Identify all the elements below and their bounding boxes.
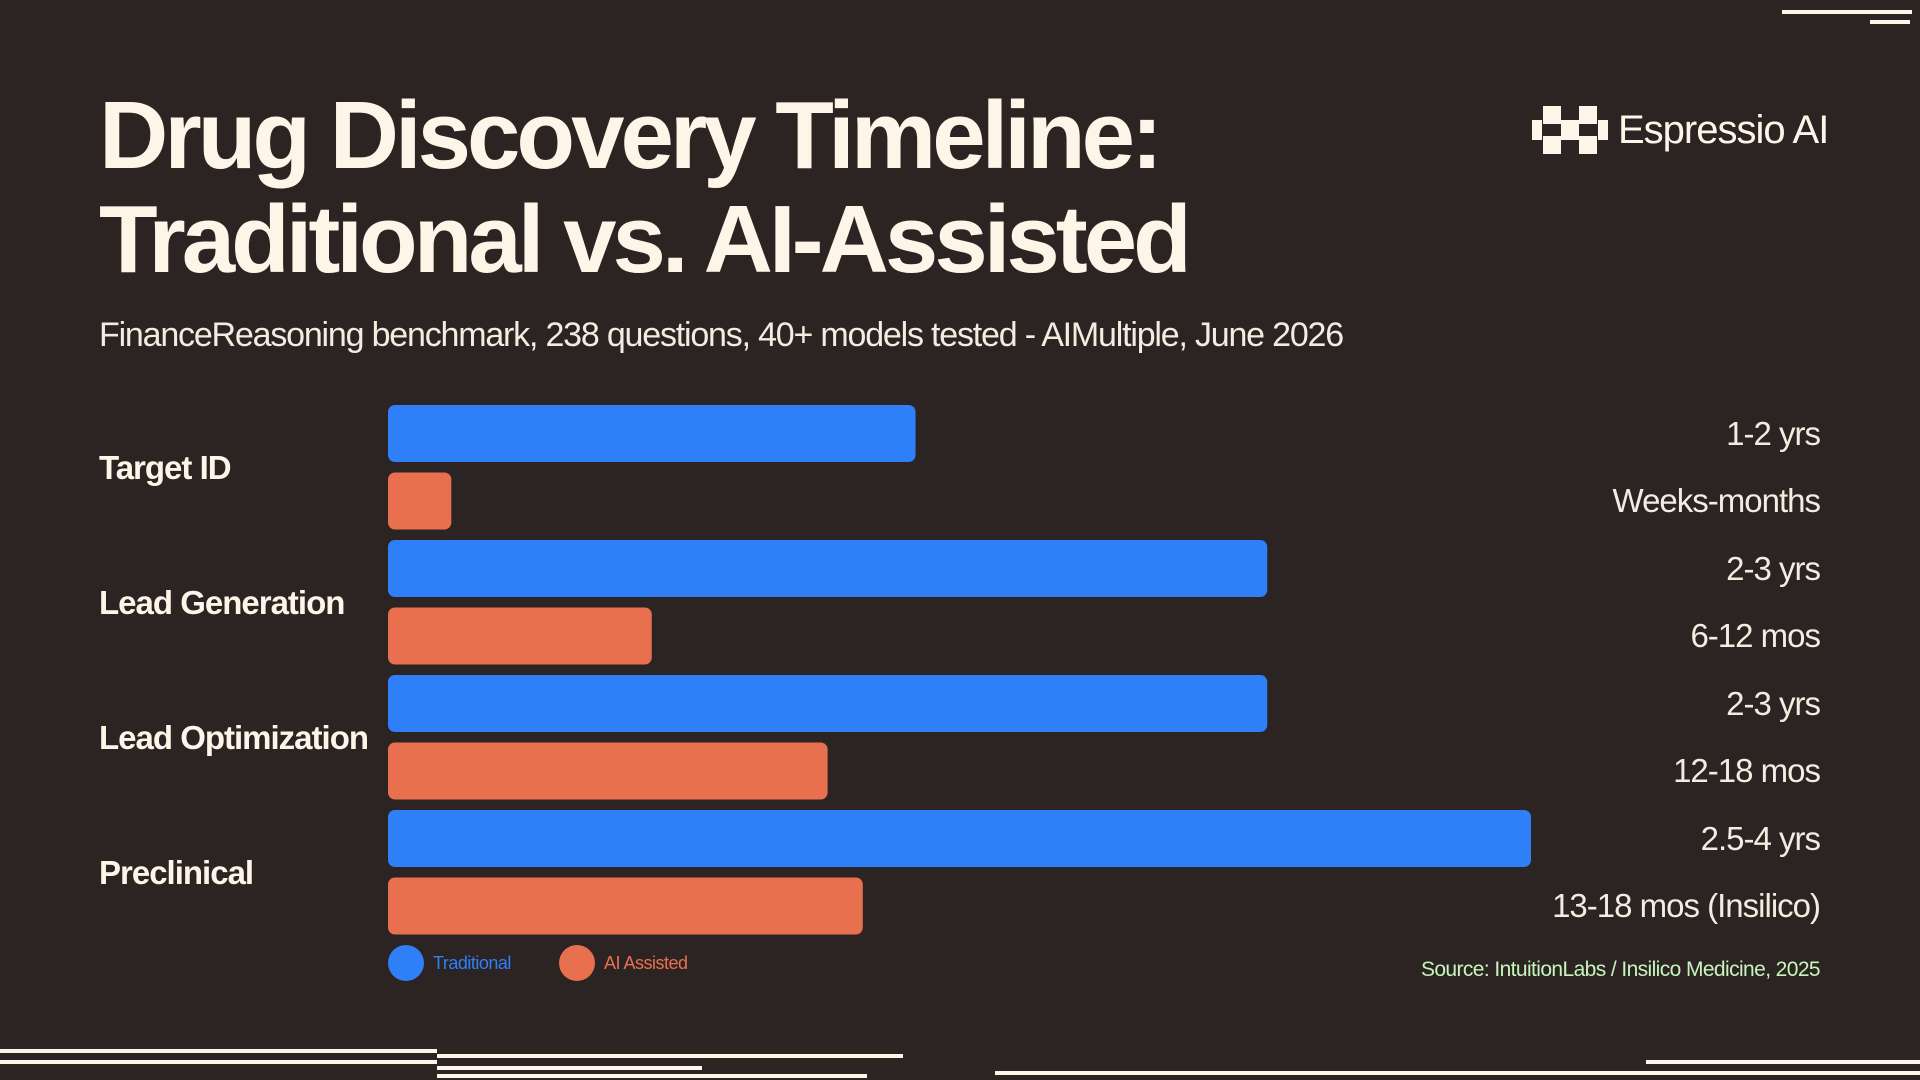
legend-swatch-ai-assisted xyxy=(559,945,595,981)
legend-item-ai-assisted: AI Assisted xyxy=(559,945,688,981)
brand-name: Espressio AI xyxy=(1618,107,1829,152)
bar-traditional-target-id xyxy=(388,405,916,462)
legend-swatch-traditional xyxy=(388,945,424,981)
title-line-1: Drug Discovery Timeline: xyxy=(99,82,1163,189)
title-line-2: Traditional vs. AI-Assisted xyxy=(99,186,1192,293)
chart-subtitle: FinanceReasoning benchmark, 238 question… xyxy=(99,316,1344,354)
decorative-line xyxy=(995,1071,1920,1075)
bar-ai-assisted-lead-generation xyxy=(388,607,652,665)
legend-item-traditional: Traditional xyxy=(388,945,511,981)
category-label: Lead Generation xyxy=(99,584,345,621)
bar-traditional-lead-optimization xyxy=(388,675,1268,732)
decorative-line xyxy=(437,1066,702,1070)
category-label: Target ID xyxy=(99,449,232,486)
source-note: Source: IntuitionLabs / Insilico Medicin… xyxy=(1420,958,1821,981)
legend-label-ai-assisted: AI Assisted xyxy=(604,952,688,973)
category-label: Preclinical xyxy=(99,854,254,891)
legend-label-traditional: Traditional xyxy=(433,952,511,973)
decorative-line xyxy=(0,1049,437,1053)
espressio-logo-icon xyxy=(1532,106,1608,154)
data-label: 12-18 mos xyxy=(1673,752,1821,789)
bar-ai-assisted-lead-optimization xyxy=(388,742,828,800)
chart-title: Drug Discovery Timeline: Traditional vs.… xyxy=(99,82,1192,293)
bar-traditional-lead-generation xyxy=(388,540,1268,597)
data-label: 1-2 yrs xyxy=(1726,415,1821,452)
bar-ai-assisted-target-id xyxy=(388,472,452,530)
data-label: 2.5-4 yrs xyxy=(1700,820,1821,857)
brand-logo: Espressio AI xyxy=(1532,100,1829,160)
data-label: 2-3 yrs xyxy=(1726,550,1821,587)
decorative-line xyxy=(1782,10,1912,14)
decorative-line xyxy=(1646,1060,1920,1064)
data-label: 6-12 mos xyxy=(1690,617,1821,654)
decorative-line xyxy=(437,1074,867,1078)
category-label: Lead Optimization xyxy=(99,719,369,756)
decorative-line xyxy=(1870,20,1910,24)
bar-traditional-preclinical xyxy=(388,810,1531,867)
data-label: 2-3 yrs xyxy=(1726,685,1821,722)
data-label: Weeks-months xyxy=(1612,482,1821,519)
data-label: 13-18 mos (Insilico) xyxy=(1552,887,1821,924)
decorative-line xyxy=(0,1060,437,1064)
decorative-line xyxy=(437,1054,903,1058)
bar-ai-assisted-preclinical xyxy=(388,877,863,935)
